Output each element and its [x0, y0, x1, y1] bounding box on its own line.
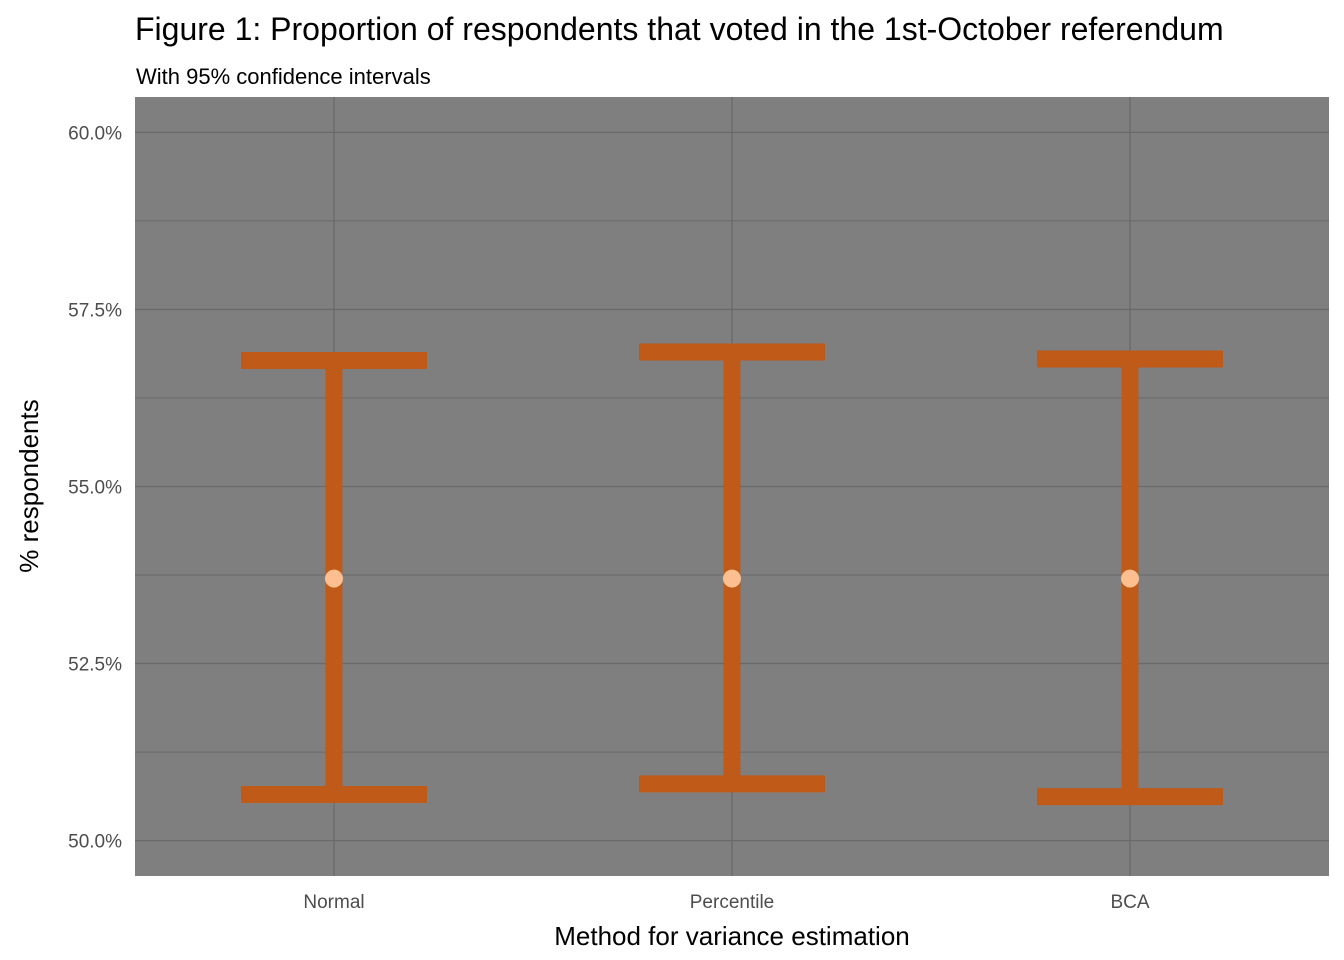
- x-tick-label: BCA: [1110, 892, 1149, 913]
- tick-labels: 50.0% 52.5% 55.0% 57.5% 60.0% Normal Percentil…: [68, 123, 1150, 913]
- point-estimate: [723, 569, 741, 588]
- errorbar-percentile: [639, 343, 825, 793]
- y-tick-label: 57.5%: [68, 300, 122, 321]
- y-tick-label: 55.0%: [68, 478, 122, 499]
- y-axis-title: % respondents: [14, 399, 44, 572]
- x-tick-label: Percentile: [690, 892, 775, 913]
- errorbar-normal: [241, 351, 427, 804]
- y-tick-label: 60.0%: [68, 123, 122, 144]
- error-bars: [241, 343, 1223, 806]
- chart-subtitle: With 95% confidence intervals: [136, 64, 431, 89]
- point-estimate: [1121, 569, 1139, 588]
- y-tick-label: 52.5%: [68, 655, 122, 676]
- chart-title: Figure 1: Proportion of respondents that…: [135, 11, 1224, 47]
- point-estimate: [325, 569, 343, 588]
- x-tick-label: Normal: [303, 892, 364, 913]
- y-tick-label: 50.0%: [68, 832, 122, 853]
- errorbar-bca: [1037, 350, 1223, 806]
- x-axis-title: Method for variance estimation: [554, 921, 910, 951]
